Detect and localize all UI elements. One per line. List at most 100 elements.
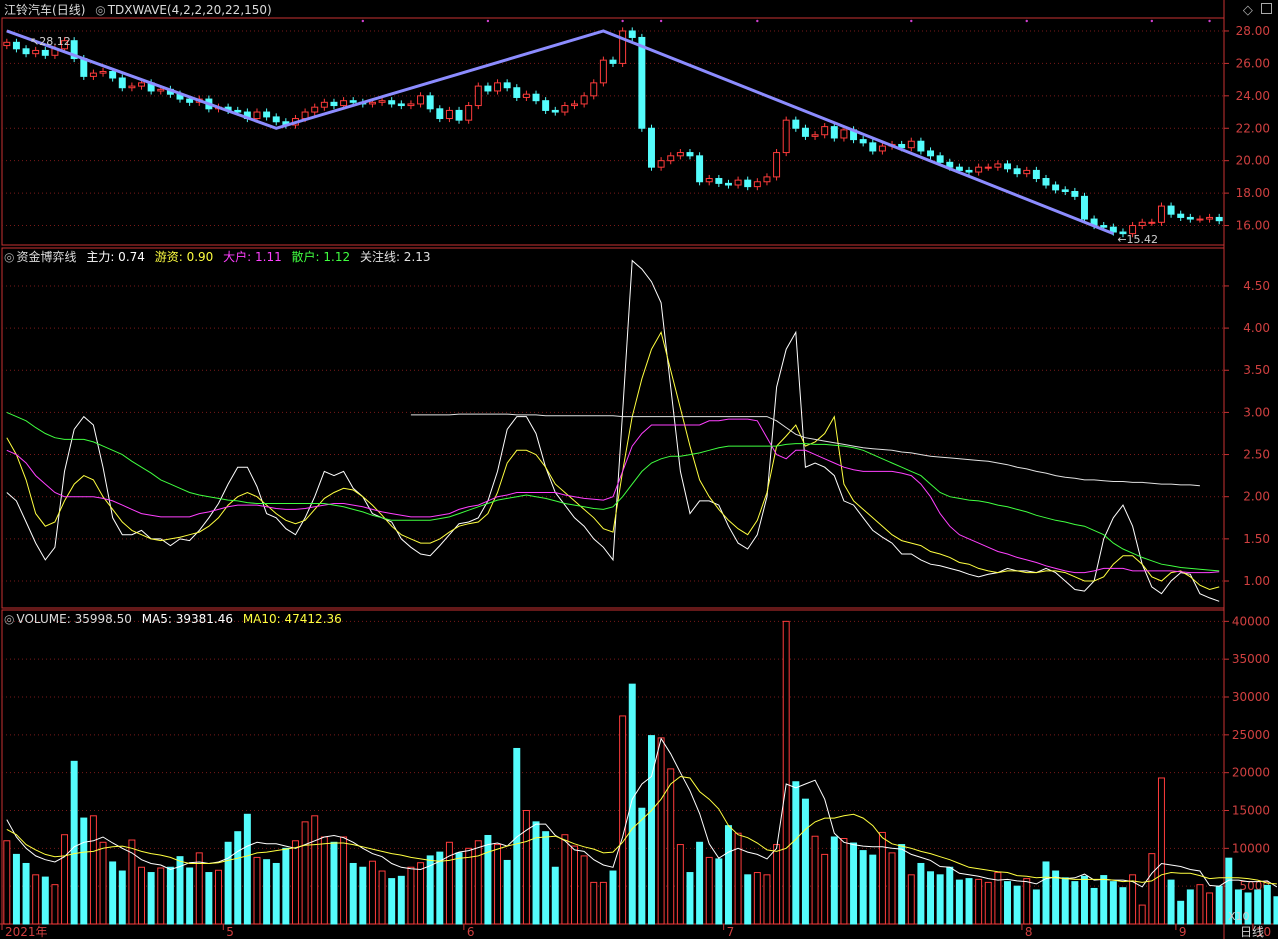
indicator-title[interactable]: 资金博弈线 — [16, 250, 77, 264]
candle — [186, 98, 194, 103]
indicator-line-大户 — [6, 418, 1220, 574]
volume-bar — [878, 831, 886, 925]
volume-bar — [1254, 889, 1262, 925]
candle — [1052, 184, 1060, 191]
volume-bar — [118, 870, 126, 925]
volume-bar — [532, 821, 540, 925]
candle — [1215, 216, 1223, 222]
candle — [1004, 163, 1011, 170]
volume-value[interactable]: VOLUME: 35998.50 — [16, 612, 132, 626]
volume-bar — [1071, 881, 1079, 925]
candle — [628, 30, 636, 38]
price-tick-label: 28.00 — [1236, 24, 1270, 38]
candle — [253, 111, 261, 120]
candle — [118, 77, 126, 89]
price-tick-label: 22.00 — [1236, 121, 1270, 135]
indicator-toggle-icon[interactable]: ◎ — [95, 3, 106, 17]
indicator-tick-label: 2.50 — [1243, 448, 1270, 462]
volume-bar — [715, 858, 723, 925]
candle — [407, 103, 415, 107]
youzi-value: 游资: 0.90 — [154, 250, 214, 264]
volume-tick-label: 5000 — [1239, 879, 1270, 893]
candle — [753, 181, 761, 188]
volume-bar — [1244, 892, 1252, 925]
volume-bar — [590, 881, 598, 925]
volume-bar — [609, 870, 617, 925]
candle — [41, 49, 49, 56]
period-label: (日线) — [52, 3, 86, 17]
volume-bar — [1129, 874, 1137, 925]
volume-bar — [667, 768, 675, 925]
panel-frame — [1, 17, 1225, 246]
volume-bar — [821, 853, 829, 925]
candle — [109, 71, 117, 79]
candle — [936, 155, 944, 163]
volume-bar — [291, 840, 299, 925]
x-axis-label: 10 — [1256, 925, 1271, 939]
candle — [128, 85, 136, 89]
x-axis-label: 9 — [1179, 925, 1187, 939]
candle — [859, 139, 867, 144]
volume-bar — [1061, 877, 1069, 925]
candle — [907, 140, 915, 149]
volume-bar — [147, 872, 155, 925]
candle — [1157, 205, 1165, 223]
candle — [1013, 168, 1021, 175]
volume-panel-header: ◎ VOLUME: 35998.50 MA5: 39381.46 MA10: 47… — [4, 610, 348, 628]
volume-toggle-icon[interactable]: ◎ — [4, 612, 15, 626]
candle — [263, 111, 271, 118]
indicator-tick-label: 3.50 — [1243, 363, 1270, 377]
volume-bar — [734, 832, 742, 925]
volume-bar — [455, 852, 463, 925]
volume-bar — [474, 840, 482, 925]
signal-marker — [659, 19, 663, 23]
candle — [70, 40, 78, 60]
candle — [686, 152, 694, 157]
volume-bar — [89, 815, 97, 925]
volume-bar — [850, 842, 858, 925]
volume-bar — [1234, 889, 1242, 925]
signal-marker — [361, 19, 365, 23]
period-button[interactable]: 日线 — [1240, 925, 1264, 939]
volume-bar — [522, 810, 530, 925]
candle — [782, 119, 790, 154]
candle — [984, 166, 992, 169]
indicator-line-关注线 — [410, 413, 1200, 487]
candle — [465, 105, 473, 121]
stock-name[interactable]: 江铃汽车 — [4, 3, 53, 17]
candle — [1100, 225, 1108, 228]
candle — [474, 85, 482, 107]
diamond-icon[interactable]: ◇ — [1242, 3, 1253, 18]
volume-tick-label: 15000 — [1232, 804, 1270, 818]
window-controls: ◇ — [1243, 3, 1272, 18]
volume-bar — [397, 875, 405, 925]
candle — [763, 176, 771, 183]
volume-bar — [1196, 884, 1204, 925]
candle — [580, 95, 588, 105]
volume-bar — [445, 841, 453, 925]
candle — [311, 106, 319, 113]
volume-bar — [301, 821, 309, 925]
restore-icon[interactable] — [1261, 3, 1272, 14]
candle — [801, 127, 809, 137]
candle — [436, 108, 444, 120]
indicator-name[interactable]: TDXWAVE(4,2,2,20,22,150) — [107, 3, 272, 17]
candle — [1206, 216, 1214, 220]
candle — [1177, 213, 1185, 218]
candle — [157, 88, 165, 92]
candle — [1061, 189, 1069, 192]
candle — [1080, 195, 1088, 220]
volume-bar — [12, 853, 20, 925]
volume-bar — [628, 683, 636, 925]
volume-bar — [186, 867, 194, 925]
candle — [657, 160, 665, 168]
indicator-tick-label: 2.00 — [1243, 490, 1270, 504]
candle — [927, 150, 935, 157]
x-axis-label: 8 — [1025, 925, 1033, 939]
candle — [99, 71, 107, 74]
volume-bar — [1273, 896, 1278, 925]
indicator-toggle-icon[interactable]: ◎ — [4, 250, 15, 264]
high-price-label: ↖28.12 — [30, 35, 71, 48]
volume-bar — [22, 862, 30, 925]
